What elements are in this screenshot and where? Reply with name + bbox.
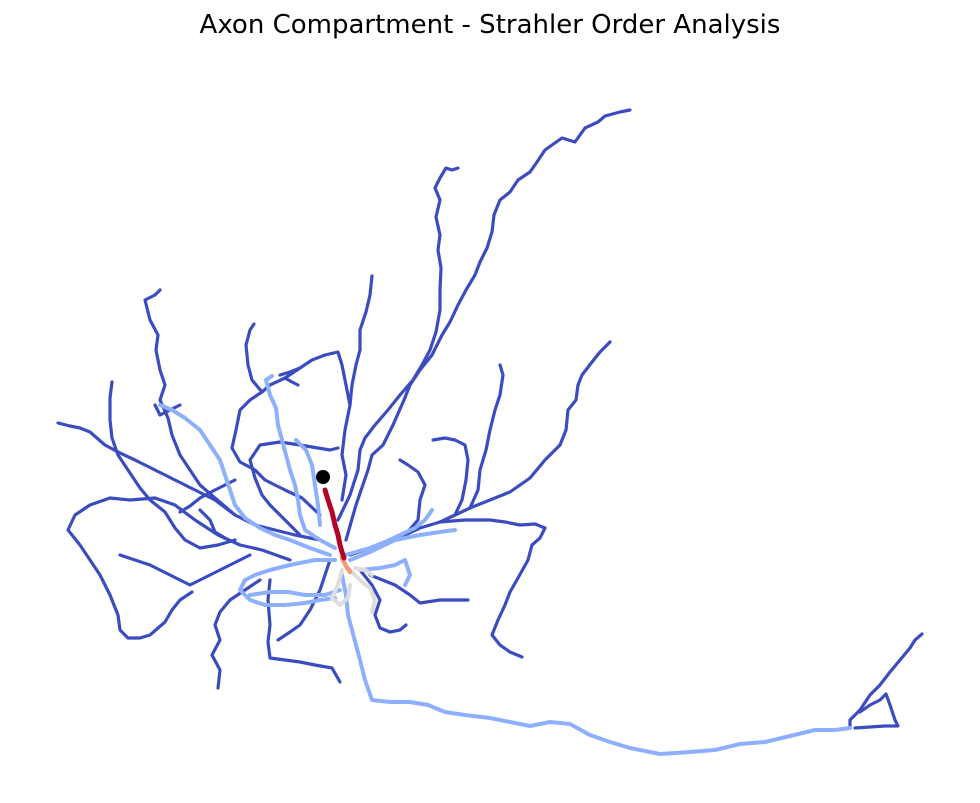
branch-left-loop-big bbox=[68, 498, 290, 638]
branch-left-light-1 bbox=[160, 405, 330, 555]
branch-lower-right-2 bbox=[370, 575, 468, 603]
branch-left-light-3 bbox=[250, 590, 340, 595]
branch-right-small-1 bbox=[433, 438, 468, 515]
branch-order3-b bbox=[332, 570, 350, 605]
soma-marker bbox=[316, 470, 330, 484]
branch-left-middle bbox=[110, 382, 235, 548]
strahler-order-3-branches bbox=[332, 565, 375, 612]
branch-top-center-wiggle bbox=[338, 168, 458, 520]
branch-left-upper-long bbox=[145, 290, 235, 515]
branch-far-right-tuft bbox=[850, 634, 922, 728]
branch-top-right-long bbox=[346, 110, 630, 540]
branch-left-lower bbox=[120, 555, 250, 585]
branch-upper-loop-light bbox=[266, 376, 335, 548]
strahler-order-2-branches bbox=[160, 376, 850, 754]
branch-right-small-2 bbox=[470, 365, 503, 508]
branch-right-mid bbox=[350, 342, 610, 555]
branch-upper-left-2 bbox=[246, 324, 262, 392]
branch-right-down bbox=[440, 520, 545, 657]
branch-upper-left-3 bbox=[285, 378, 298, 385]
branch-far-right-tuft-2 bbox=[855, 694, 898, 728]
